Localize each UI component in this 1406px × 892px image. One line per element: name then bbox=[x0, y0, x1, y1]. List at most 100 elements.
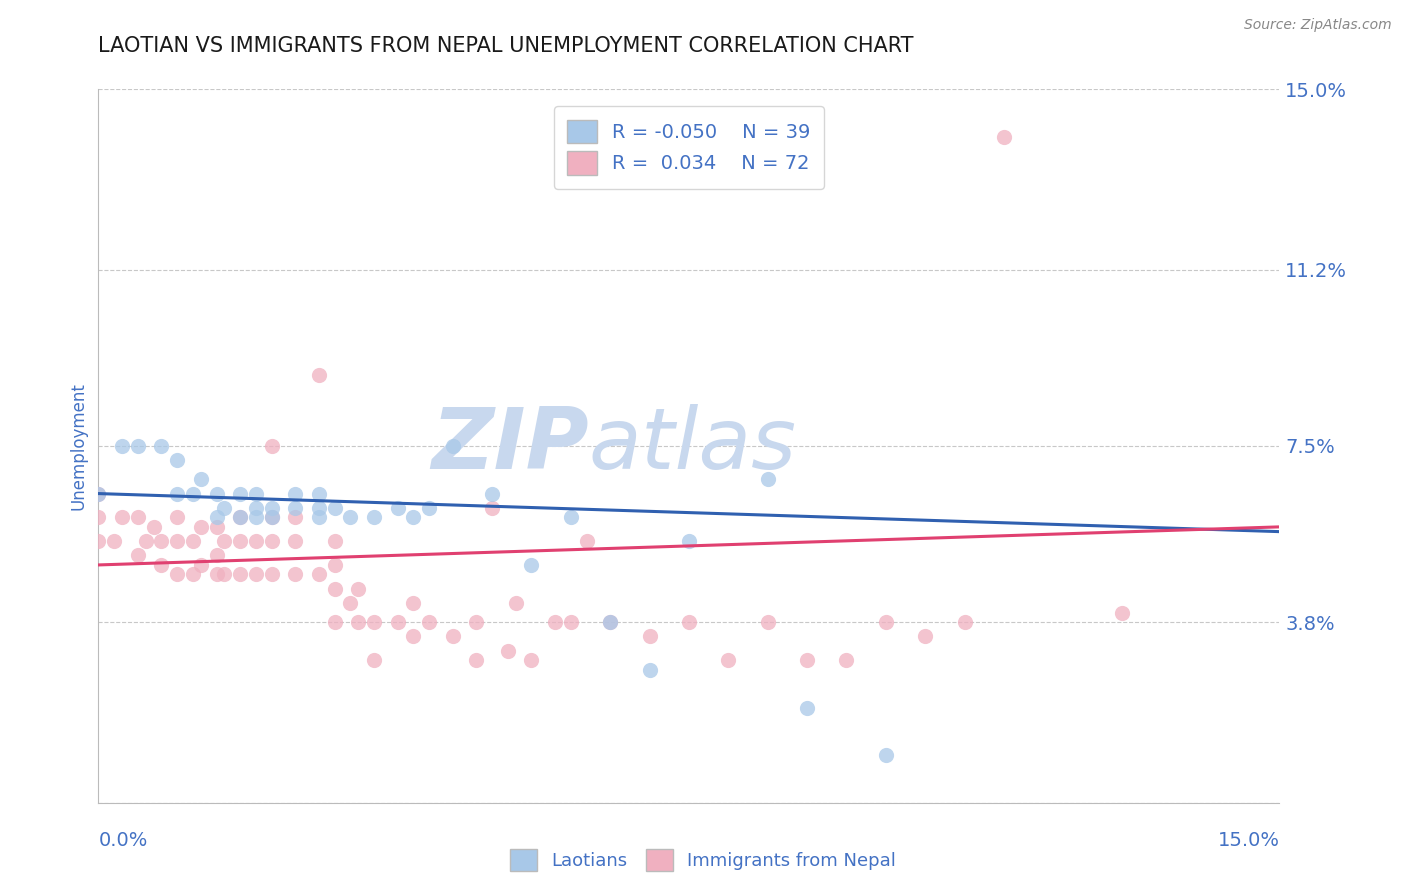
Point bbox=[127, 510, 149, 524]
Point bbox=[284, 534, 307, 549]
Point bbox=[323, 500, 346, 515]
Point bbox=[678, 615, 700, 629]
Point bbox=[323, 534, 346, 549]
Point bbox=[481, 486, 503, 500]
Point bbox=[245, 500, 267, 515]
Point bbox=[260, 534, 283, 549]
Point bbox=[166, 486, 188, 500]
Point bbox=[560, 510, 582, 524]
Point bbox=[214, 534, 236, 549]
Point bbox=[205, 510, 228, 524]
Legend: R = -0.050    N = 39, R =  0.034    N = 72: R = -0.050 N = 39, R = 0.034 N = 72 bbox=[554, 106, 824, 188]
Point bbox=[599, 615, 621, 629]
Point bbox=[87, 486, 110, 500]
Point bbox=[441, 439, 464, 453]
Point bbox=[190, 520, 212, 534]
Point bbox=[544, 615, 567, 629]
Point bbox=[214, 567, 236, 582]
Point bbox=[875, 615, 897, 629]
Point bbox=[245, 486, 267, 500]
Point bbox=[323, 582, 346, 596]
Text: 15.0%: 15.0% bbox=[1218, 831, 1279, 850]
Point bbox=[993, 129, 1015, 144]
Point bbox=[205, 549, 228, 563]
Point bbox=[127, 549, 149, 563]
Point bbox=[363, 615, 385, 629]
Point bbox=[229, 567, 252, 582]
Point bbox=[166, 534, 188, 549]
Point bbox=[127, 439, 149, 453]
Point bbox=[245, 510, 267, 524]
Point bbox=[205, 567, 228, 582]
Point bbox=[229, 510, 252, 524]
Point bbox=[181, 567, 204, 582]
Point bbox=[387, 500, 409, 515]
Text: LAOTIAN VS IMMIGRANTS FROM NEPAL UNEMPLOYMENT CORRELATION CHART: LAOTIAN VS IMMIGRANTS FROM NEPAL UNEMPLO… bbox=[98, 36, 914, 55]
Point bbox=[284, 500, 307, 515]
Point bbox=[481, 500, 503, 515]
Point bbox=[599, 615, 621, 629]
Point bbox=[520, 653, 543, 667]
Point bbox=[190, 558, 212, 572]
Point bbox=[1111, 606, 1133, 620]
Point bbox=[402, 629, 425, 643]
Point bbox=[796, 700, 818, 714]
Point bbox=[638, 629, 661, 643]
Point bbox=[205, 520, 228, 534]
Point bbox=[260, 500, 283, 515]
Point bbox=[560, 615, 582, 629]
Point bbox=[181, 534, 204, 549]
Point bbox=[181, 486, 204, 500]
Point bbox=[190, 472, 212, 486]
Point bbox=[260, 510, 283, 524]
Point bbox=[678, 534, 700, 549]
Point bbox=[418, 615, 440, 629]
Point bbox=[284, 486, 307, 500]
Point bbox=[465, 615, 488, 629]
Point bbox=[465, 653, 488, 667]
Point bbox=[284, 510, 307, 524]
Point bbox=[496, 643, 519, 657]
Point bbox=[166, 453, 188, 467]
Point bbox=[323, 615, 346, 629]
Point bbox=[796, 653, 818, 667]
Point bbox=[87, 486, 110, 500]
Point bbox=[214, 500, 236, 515]
Point bbox=[756, 615, 779, 629]
Text: atlas: atlas bbox=[589, 404, 797, 488]
Point bbox=[875, 748, 897, 763]
Point bbox=[229, 486, 252, 500]
Point bbox=[308, 500, 330, 515]
Point bbox=[323, 558, 346, 572]
Point bbox=[339, 596, 361, 610]
Point bbox=[205, 486, 228, 500]
Point bbox=[638, 663, 661, 677]
Point bbox=[756, 472, 779, 486]
Point bbox=[150, 558, 173, 572]
Point bbox=[245, 534, 267, 549]
Point bbox=[363, 653, 385, 667]
Point bbox=[166, 510, 188, 524]
Point bbox=[717, 653, 740, 667]
Point bbox=[111, 510, 134, 524]
Point bbox=[953, 615, 976, 629]
Legend: Laotians, Immigrants from Nepal: Laotians, Immigrants from Nepal bbox=[503, 842, 903, 879]
Point bbox=[260, 510, 283, 524]
Point bbox=[363, 510, 385, 524]
Point bbox=[150, 534, 173, 549]
Point bbox=[260, 567, 283, 582]
Y-axis label: Unemployment: Unemployment bbox=[69, 382, 87, 510]
Point bbox=[260, 439, 283, 453]
Point bbox=[914, 629, 936, 643]
Point bbox=[135, 534, 157, 549]
Point bbox=[111, 439, 134, 453]
Point bbox=[520, 558, 543, 572]
Text: Source: ZipAtlas.com: Source: ZipAtlas.com bbox=[1244, 18, 1392, 32]
Point bbox=[308, 486, 330, 500]
Point bbox=[308, 368, 330, 382]
Text: 0.0%: 0.0% bbox=[98, 831, 148, 850]
Point bbox=[575, 534, 598, 549]
Point bbox=[142, 520, 165, 534]
Point bbox=[418, 500, 440, 515]
Point bbox=[347, 582, 370, 596]
